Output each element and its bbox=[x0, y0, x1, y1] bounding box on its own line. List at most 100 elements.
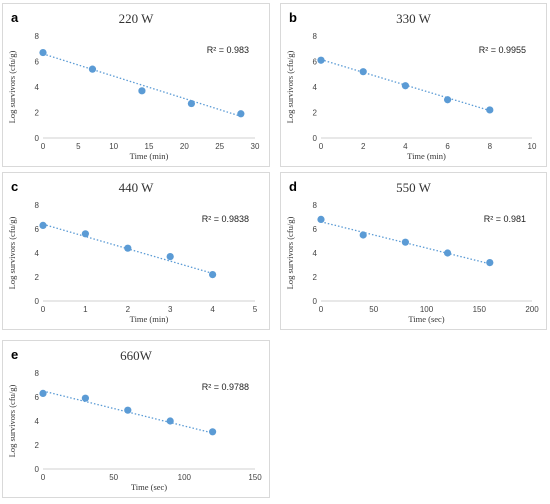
x-tick-label: 0 bbox=[319, 142, 324, 151]
x-tick-label: 0 bbox=[41, 305, 46, 314]
data-point bbox=[81, 230, 89, 238]
chart-title: 330 W bbox=[396, 11, 432, 26]
y-tick-label: 6 bbox=[35, 393, 40, 402]
y-tick-label: 6 bbox=[313, 58, 318, 67]
x-tick-label: 0 bbox=[41, 473, 46, 482]
x-tick-label: 200 bbox=[525, 305, 539, 314]
panel-letter: a bbox=[11, 10, 19, 25]
r-squared-label: R² = 0.9838 bbox=[202, 214, 249, 224]
data-point bbox=[401, 238, 409, 246]
y-tick-label: 4 bbox=[35, 249, 40, 258]
x-tick-label: 10 bbox=[109, 142, 118, 151]
y-tick-label: 4 bbox=[313, 249, 318, 258]
chart-title: 440 W bbox=[119, 180, 155, 195]
y-tick-label: 0 bbox=[35, 134, 40, 143]
chart-panel-a: a 220 W 0 2 4 6 8 0 5 10 15 20 25 30 Time (min) Log sur… bbox=[2, 3, 270, 167]
x-tick-label: 50 bbox=[369, 305, 378, 314]
y-tick-label: 0 bbox=[313, 297, 318, 306]
r-squared-label: R² = 0.9788 bbox=[202, 382, 249, 392]
x-tick-label: 4 bbox=[403, 142, 408, 151]
trendline bbox=[42, 53, 242, 117]
data-point bbox=[486, 106, 494, 114]
data-point bbox=[39, 221, 47, 229]
y-axis-label: Log survivors (cfu/g) bbox=[7, 216, 17, 289]
y-tick-label: 8 bbox=[313, 32, 318, 41]
y-tick-label: 8 bbox=[313, 201, 318, 210]
x-tick-label: 6 bbox=[445, 142, 450, 151]
x-axis-label: Time (min) bbox=[130, 314, 169, 324]
x-tick-label: 10 bbox=[528, 142, 537, 151]
y-tick-label: 4 bbox=[313, 83, 318, 92]
x-tick-label: 50 bbox=[109, 473, 118, 482]
chart-title: 550 W bbox=[396, 180, 432, 195]
chart-title: 660W bbox=[120, 348, 153, 363]
y-tick-label: 2 bbox=[313, 273, 318, 282]
y-tick-label: 6 bbox=[35, 225, 40, 234]
x-tick-label: 5 bbox=[76, 142, 81, 151]
chart-panel-d: d 550 W 0 2 4 6 8 0 50 100 150 200 Time (sec) Log sur… bbox=[280, 172, 547, 330]
x-tick-label: 3 bbox=[168, 305, 173, 314]
y-tick-label: 8 bbox=[35, 369, 40, 378]
x-tick-label: 0 bbox=[319, 305, 324, 314]
y-tick-label: 6 bbox=[313, 225, 318, 234]
y-axis-label: Log survivors (cfu/g) bbox=[7, 384, 17, 457]
y-tick-label: 2 bbox=[35, 109, 40, 118]
panel-letter: d bbox=[289, 179, 297, 194]
x-tick-label: 2 bbox=[126, 305, 131, 314]
data-point bbox=[317, 56, 325, 64]
chart-title: 220 W bbox=[119, 11, 155, 26]
data-point bbox=[39, 48, 47, 57]
x-axis-label: Time (min) bbox=[130, 151, 169, 161]
trendline bbox=[320, 221, 490, 265]
chart-panel-c: c 440 W 0 2 4 6 8 0 1 2 3 4 5 Time (min) Log survivors… bbox=[2, 172, 270, 330]
x-tick-label: 100 bbox=[178, 473, 192, 482]
r-squared-label: R² = 0.983 bbox=[207, 45, 249, 55]
data-point bbox=[187, 99, 195, 108]
data-point bbox=[486, 259, 494, 267]
data-point bbox=[359, 68, 367, 76]
y-tick-label: 2 bbox=[35, 441, 40, 450]
chart-svg: b 330 W 0 2 4 6 8 0 2 4 6 8 10 Time (min) Log survivor… bbox=[285, 10, 537, 161]
data-point bbox=[209, 271, 217, 279]
x-tick-label: 150 bbox=[248, 473, 262, 482]
x-tick-label: 8 bbox=[488, 142, 493, 151]
data-point bbox=[81, 394, 89, 402]
y-tick-label: 0 bbox=[35, 297, 40, 306]
y-tick-label: 0 bbox=[35, 465, 40, 474]
x-tick-label: 0 bbox=[41, 142, 46, 151]
data-point bbox=[317, 215, 325, 223]
x-tick-label: 30 bbox=[251, 142, 260, 151]
x-axis-label: Time (sec) bbox=[131, 482, 167, 492]
x-tick-label: 4 bbox=[210, 305, 215, 314]
data-point bbox=[237, 110, 245, 118]
x-axis-label: Time (min) bbox=[407, 151, 446, 161]
x-tick-label: 100 bbox=[420, 305, 434, 314]
chart-svg: d 550 W 0 2 4 6 8 0 50 100 150 200 Time (sec) Log sur… bbox=[285, 179, 539, 324]
data-point bbox=[444, 249, 452, 257]
y-tick-label: 2 bbox=[313, 109, 318, 118]
x-tick-label: 5 bbox=[253, 305, 258, 314]
data-point bbox=[359, 231, 367, 239]
x-tick-label: 20 bbox=[180, 142, 189, 151]
y-tick-label: 0 bbox=[313, 134, 318, 143]
y-tick-label: 4 bbox=[35, 83, 40, 92]
x-tick-label: 1 bbox=[83, 305, 88, 314]
y-axis-label: Log survivors (cfu/g) bbox=[285, 50, 295, 123]
panel-letter: e bbox=[11, 347, 18, 362]
data-point bbox=[138, 87, 146, 95]
chart-svg: a 220 W 0 2 4 6 8 0 5 10 15 20 25 30 Time (min) Log sur… bbox=[7, 10, 260, 161]
x-tick-label: 150 bbox=[473, 305, 487, 314]
y-axis-label: Log survivors (cfu/g) bbox=[7, 50, 17, 123]
chart-panel-e: e 660W 0 2 4 6 8 0 50 100 150 Time (sec) Log survivo… bbox=[2, 340, 270, 498]
r-squared-label: R² = 0.981 bbox=[484, 214, 526, 224]
data-point bbox=[124, 244, 132, 252]
data-point bbox=[88, 65, 97, 73]
trendline bbox=[42, 390, 213, 434]
chart-svg: c 440 W 0 2 4 6 8 0 1 2 3 4 5 Time (min) Log survivors… bbox=[7, 179, 258, 324]
data-point bbox=[166, 253, 174, 261]
y-tick-label: 2 bbox=[35, 273, 40, 282]
data-point bbox=[39, 389, 47, 397]
y-tick-label: 8 bbox=[35, 201, 40, 210]
x-tick-label: 15 bbox=[145, 142, 154, 151]
data-point bbox=[209, 428, 217, 436]
